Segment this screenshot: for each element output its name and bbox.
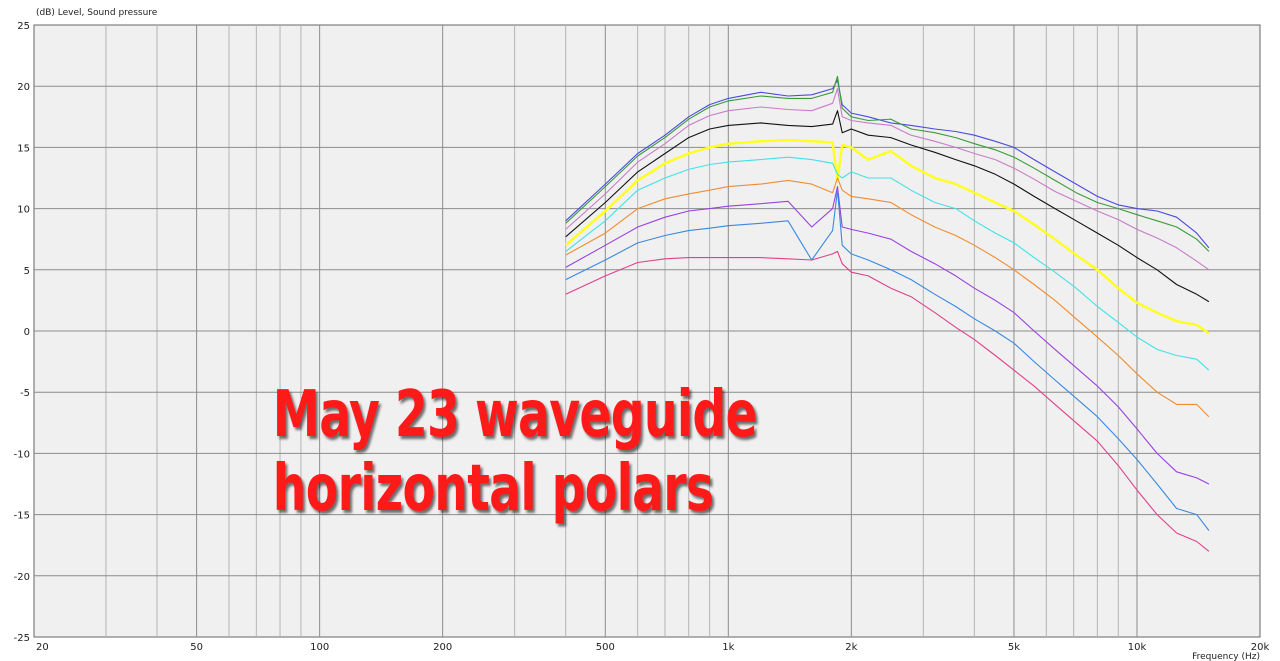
series-lines <box>564 75 1210 552</box>
x-tick-label: 5k <box>1008 642 1020 653</box>
x-tick-label: 100 <box>310 642 329 653</box>
x-tick-label: 2k <box>845 642 857 653</box>
x-tick-label: 50 <box>190 642 203 653</box>
y-tick-label: 20 <box>17 82 30 93</box>
y-axis-title: (dB) Level, Sound pressure <box>36 8 158 18</box>
y-tick-label: -15 <box>14 511 30 522</box>
y-tick-label: 10 <box>17 205 30 216</box>
x-tick-label: 1k <box>722 642 734 653</box>
series-line-9 <box>565 189 1210 531</box>
overlay-line-1: May 23 waveguide <box>272 378 758 452</box>
y-tick-label: -20 <box>14 572 30 583</box>
y-tick-label: -10 <box>14 449 30 460</box>
title-overlay: May 23 waveguide horizontal polars <box>272 378 758 526</box>
x-tick-label: 10k <box>1128 642 1147 653</box>
x-tick-label: 20 <box>36 642 49 653</box>
overlay-line-2: horizontal polars <box>272 452 714 526</box>
series-line-4 <box>565 110 1210 303</box>
grid <box>34 25 1260 637</box>
series-line-3 <box>565 88 1210 271</box>
series-line-5 <box>564 138 1210 335</box>
y-tick-label: 15 <box>17 143 30 154</box>
series-line-7 <box>565 177 1210 418</box>
series-line-6 <box>565 156 1210 371</box>
x-tick-label: 200 <box>433 642 452 653</box>
y-tick-label: 0 <box>24 327 30 338</box>
y-tick-label: 25 <box>17 21 30 32</box>
y-tick-labels: 25 20 15 10 5 0 -5 -10 -15 -20 -25 <box>14 21 30 644</box>
x-axis-title: Frequency (Hz) <box>1192 652 1260 661</box>
x-tick-label: 20k <box>1251 642 1270 653</box>
x-tick-label: 500 <box>596 642 615 653</box>
series-line-2 <box>565 75 1210 252</box>
y-tick-label: -25 <box>14 633 30 644</box>
series-line-10 <box>565 250 1210 552</box>
x-tick-labels: 20 50 100 200 500 1k 2k 5k 10k 20k <box>36 642 1269 653</box>
y-tick-label: -5 <box>20 388 30 399</box>
y-tick-label: 5 <box>24 266 30 277</box>
series-line-8 <box>565 186 1210 485</box>
